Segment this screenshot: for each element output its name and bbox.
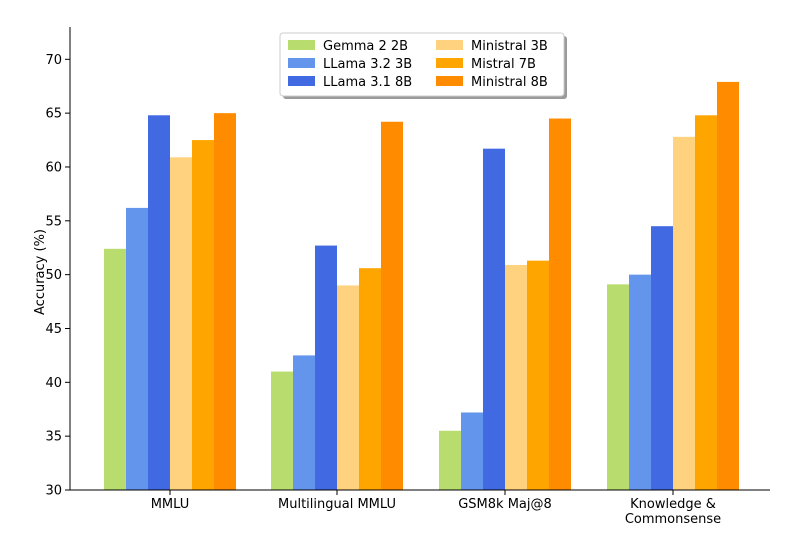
bar-llama-3-2-3b-0: [126, 207, 148, 491]
legend-swatch: [436, 76, 463, 86]
bar-gemma-2-2b-1: [271, 371, 293, 490]
legend-label: Mistral 7B: [471, 57, 536, 72]
bar-ministral-8b-1: [381, 121, 403, 491]
bar-llama-3-2-3b-1: [293, 355, 315, 490]
y-tick-label: 50: [45, 268, 62, 283]
bar-ministral-3b-1: [337, 285, 359, 490]
y-tick-label: 40: [45, 376, 62, 391]
legend-label: LLama 3.2 3B: [323, 57, 412, 72]
bar-llama-3-1-8b-1: [315, 245, 337, 490]
legend-swatch: [436, 40, 463, 50]
legend-box: [279, 32, 565, 97]
bar-gemma-2-2b-2: [439, 430, 461, 490]
legend-label: LLama 3.1 8B: [323, 75, 412, 90]
bar-ministral-8b-2: [549, 118, 571, 490]
bar-ministral-3b-2: [505, 264, 527, 490]
bar-mistral-7b-2: [527, 260, 549, 490]
bar-llama-3-1-8b-2: [483, 148, 505, 490]
legend-label: Ministral 3B: [471, 39, 548, 54]
bar-llama-3-1-8b-0: [148, 115, 170, 490]
legend-label: Ministral 8B: [471, 75, 548, 90]
bar-gemma-2-2b-0: [104, 248, 126, 490]
y-tick-label: 65: [45, 107, 62, 122]
bar-llama-3-1-8b-3: [651, 226, 673, 490]
bar-ministral-3b-3: [673, 136, 695, 490]
bar-mistral-7b-3: [695, 115, 717, 490]
bar-ministral-3b-0: [170, 157, 192, 490]
y-tick-label: 55: [45, 214, 62, 229]
legend-label: Gemma 2 2B: [323, 39, 408, 54]
y-tick-label: 60: [45, 160, 62, 175]
bar-mistral-7b-1: [359, 268, 381, 490]
legend-swatch: [288, 40, 315, 50]
legend-swatch: [288, 58, 315, 68]
y-tick-label: 35: [45, 430, 62, 445]
x-tick-label: GSM8k Maj@8: [458, 497, 552, 512]
legend-swatch: [288, 76, 315, 86]
bars-layer: [104, 81, 739, 491]
legend-swatch: [436, 58, 463, 68]
axes-layer: 30 35 40 45 50 55 60 65 70 MMLU Multilingual MMLU G…: [45, 27, 770, 527]
x-tick-label: MMLU: [151, 497, 190, 512]
y-tick-label: 45: [45, 322, 62, 337]
bar-gemma-2-2b-3: [607, 284, 629, 490]
x-tick-label: Knowledge & Commonsense: [625, 497, 721, 527]
bar-mistral-7b-0: [192, 140, 214, 490]
x-tick-label: Multilingual MMLU: [278, 497, 396, 512]
bar-llama-3-2-3b-2: [461, 412, 483, 490]
bar-ministral-8b-0: [214, 113, 236, 491]
y-tick-label: 30: [45, 484, 62, 499]
legend: Gemma 2 2B LLama 3.2 3B LLama 3.1 8B Minist…: [279, 32, 567, 99]
bar-llama-3-2-3b-3: [629, 274, 651, 490]
y-axis-title: Accuracy (%): [33, 229, 48, 315]
bar-ministral-8b-3: [717, 81, 739, 491]
y-tick-label: 70: [45, 53, 62, 68]
